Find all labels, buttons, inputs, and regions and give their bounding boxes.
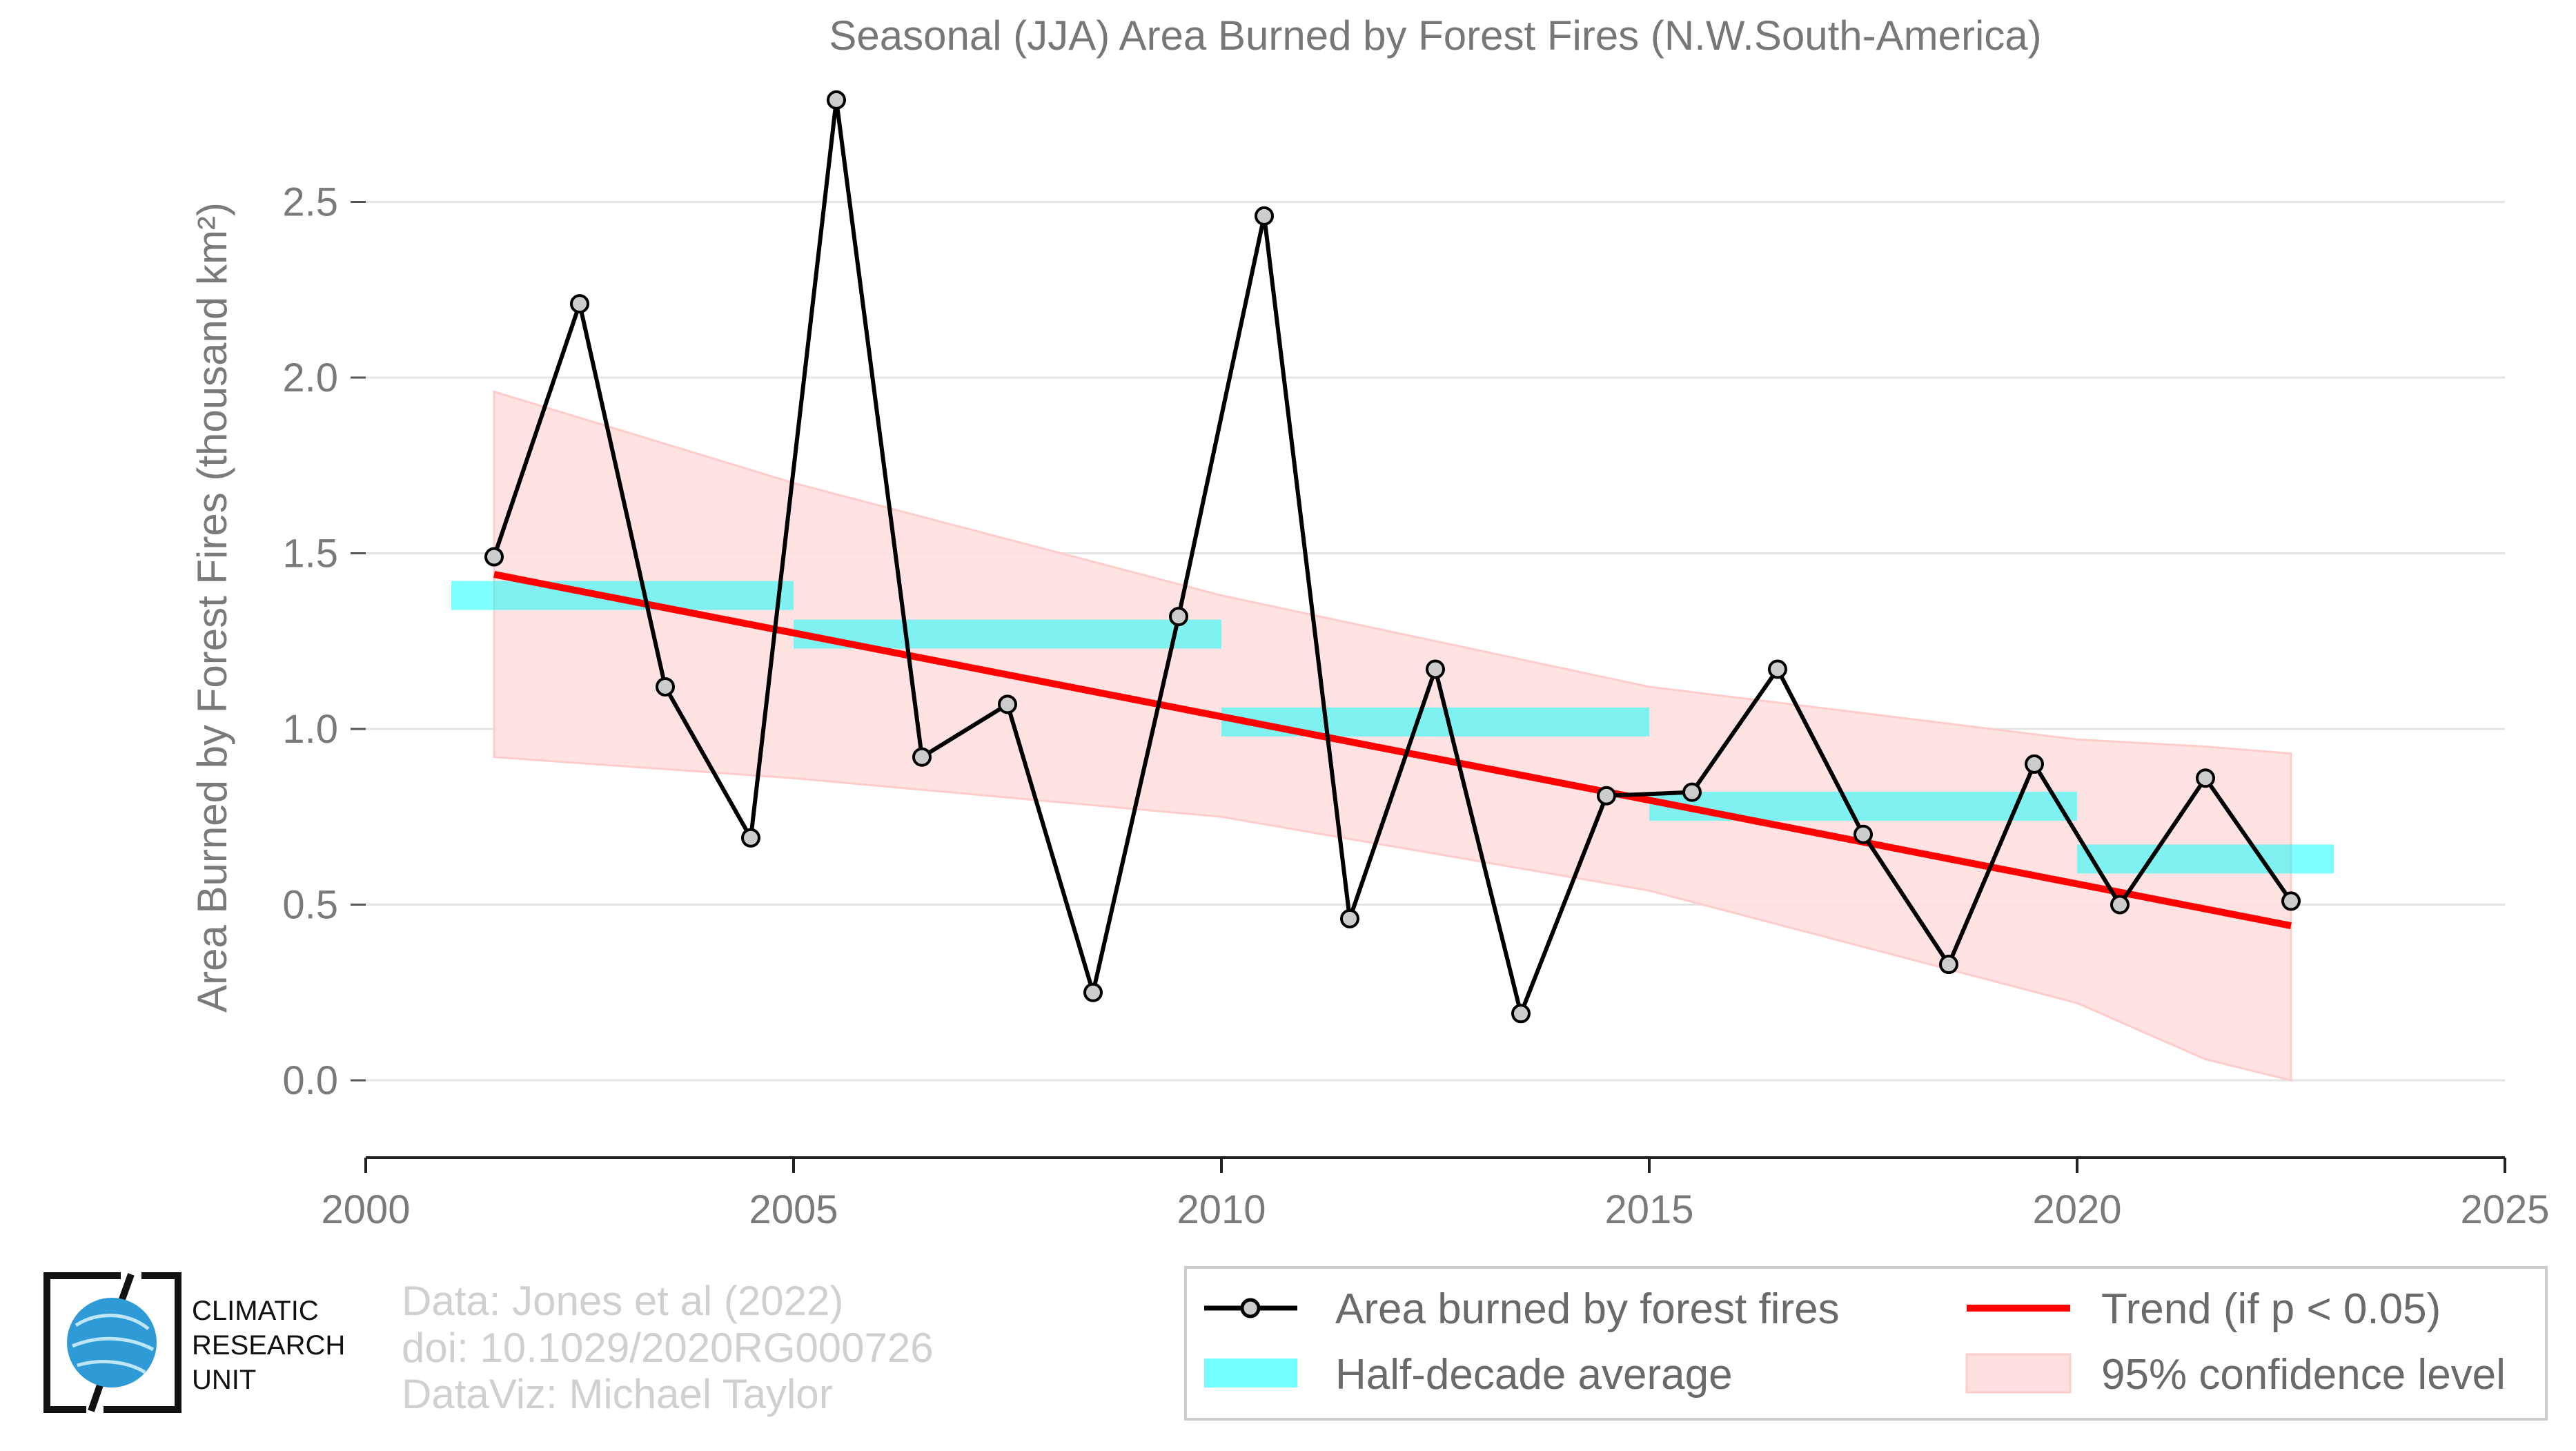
data-point xyxy=(1597,786,1616,806)
x-tick-label: 2010 xyxy=(1177,1187,1266,1232)
y-tick-label: 2.5 xyxy=(282,180,338,225)
data-point xyxy=(741,828,760,848)
area-burned-line xyxy=(492,97,2293,1016)
cru-logo: CLIMATIC RESEARCH UNIT xyxy=(43,1272,345,1413)
logo-text-research: RESEARCH xyxy=(192,1330,345,1361)
logo-bracket-left xyxy=(43,1272,121,1413)
y-tick-label: 0.5 xyxy=(282,883,338,928)
data-point xyxy=(912,747,932,767)
data-point xyxy=(1340,908,1359,928)
data-point xyxy=(1682,782,1702,802)
y-tick-label: 0.0 xyxy=(282,1058,338,1103)
y-axis-label: Area Burned by Forest Fires (thousand km… xyxy=(189,202,235,1013)
legend-label-confidence: 95% confidence level xyxy=(2101,1351,2506,1399)
y-tick-label: 1.5 xyxy=(282,532,338,576)
credit-dataviz: DataViz: Michael Taylor xyxy=(402,1371,833,1417)
data-point xyxy=(570,294,589,314)
credit-data: Data: Jones et al (2022) xyxy=(402,1278,843,1324)
legend-symbol-marker xyxy=(1240,1298,1261,1318)
logo-text-unit: UNIT xyxy=(192,1365,256,1395)
chart-title: Seasonal (JJA) Area Burned by Forest Fir… xyxy=(829,12,2041,59)
y-axis-label-text: Area Burned by Forest Fires (thousand km… xyxy=(189,202,235,1013)
data-point xyxy=(1939,955,1958,975)
data-point xyxy=(1768,659,1787,679)
half-decade-bar xyxy=(451,581,794,610)
globe-logo-swirl xyxy=(72,1314,155,1374)
data-point xyxy=(484,547,504,567)
x-axis: 2000 2005 2010 2015 2020 2025 xyxy=(321,1156,2550,1232)
y-tick-label: 2.0 xyxy=(282,356,338,400)
data-point xyxy=(1255,206,1274,226)
credit-doi: doi: 10.1029/2020RG000726 xyxy=(402,1325,934,1371)
data-point xyxy=(1854,824,1873,844)
legend-label-area: Area burned by forest fires xyxy=(1335,1285,1840,1333)
legend-symbol-halfdecade xyxy=(1204,1359,1297,1387)
y-tick-label: 1.0 xyxy=(282,707,338,752)
y-axis: 0.0 0.5 1.0 1.5 2.0 2.5 xyxy=(282,180,366,1103)
data-point xyxy=(2281,891,2301,911)
legend-label-trend: Trend (if p < 0.05) xyxy=(2101,1285,2441,1333)
data-point xyxy=(656,676,675,697)
x-tick-label: 2005 xyxy=(749,1187,838,1232)
data-point xyxy=(1169,607,1188,627)
data-point xyxy=(2110,895,2130,915)
x-tick-label: 2000 xyxy=(321,1187,410,1232)
data-point xyxy=(1426,659,1445,679)
data-point xyxy=(998,694,1017,714)
area-burned-series xyxy=(484,90,2301,1024)
legend: Area burned by forest fires Trend (if p … xyxy=(1184,1266,2548,1421)
data-point xyxy=(1083,982,1103,1002)
x-tick-label: 2025 xyxy=(2460,1187,2549,1232)
data-point xyxy=(2196,768,2215,788)
legend-label-halfdecade: Half-decade average xyxy=(1335,1351,1733,1399)
x-tick-label: 2020 xyxy=(2032,1187,2121,1232)
logo-text-climatic: CLIMATIC xyxy=(192,1296,319,1326)
credits: Data: Jones et al (2022) doi: 10.1029/20… xyxy=(402,1278,934,1417)
logo-bracket-right xyxy=(104,1272,181,1413)
legend-box xyxy=(1184,1266,2548,1421)
data-point xyxy=(827,90,846,110)
half-decade-bar xyxy=(2077,844,2334,874)
data-point xyxy=(1511,1004,1531,1024)
data-point xyxy=(2025,754,2044,774)
x-tick-label: 2015 xyxy=(1604,1187,1693,1232)
legend-symbol-confidence xyxy=(1965,1353,2072,1394)
half-decade-bars xyxy=(451,581,2334,874)
